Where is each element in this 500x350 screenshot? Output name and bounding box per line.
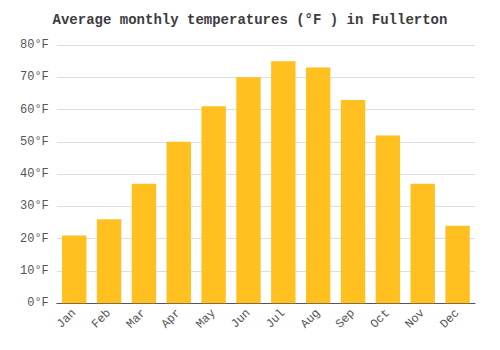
svg-text:50°F: 50°F [20,135,49,149]
svg-text:40°F: 40°F [20,167,49,181]
svg-text:Apr: Apr [159,306,184,331]
svg-text:Sep: Sep [333,306,358,331]
svg-text:Feb: Feb [89,306,114,331]
svg-text:0°F: 0°F [27,296,49,310]
svg-text:70°F: 70°F [20,70,49,84]
svg-text:60°F: 60°F [20,103,49,117]
svg-text:10°F: 10°F [20,264,49,278]
svg-text:Average monthly temperatures (: Average monthly temperatures (°F ) in Fu… [53,12,448,28]
svg-text:20°F: 20°F [20,232,49,246]
svg-text:Oct: Oct [368,306,393,331]
svg-text:Mar: Mar [124,306,149,331]
svg-text:Jul: Jul [263,306,288,331]
svg-text:80°F: 80°F [20,38,49,52]
svg-text:May: May [193,306,218,331]
svg-text:Dec: Dec [437,306,462,331]
svg-text:Nov: Nov [403,306,428,331]
svg-text:30°F: 30°F [20,199,49,213]
svg-text:Jun: Jun [228,306,253,331]
svg-text:Aug: Aug [298,306,323,331]
svg-text:Jan: Jan [54,306,79,331]
